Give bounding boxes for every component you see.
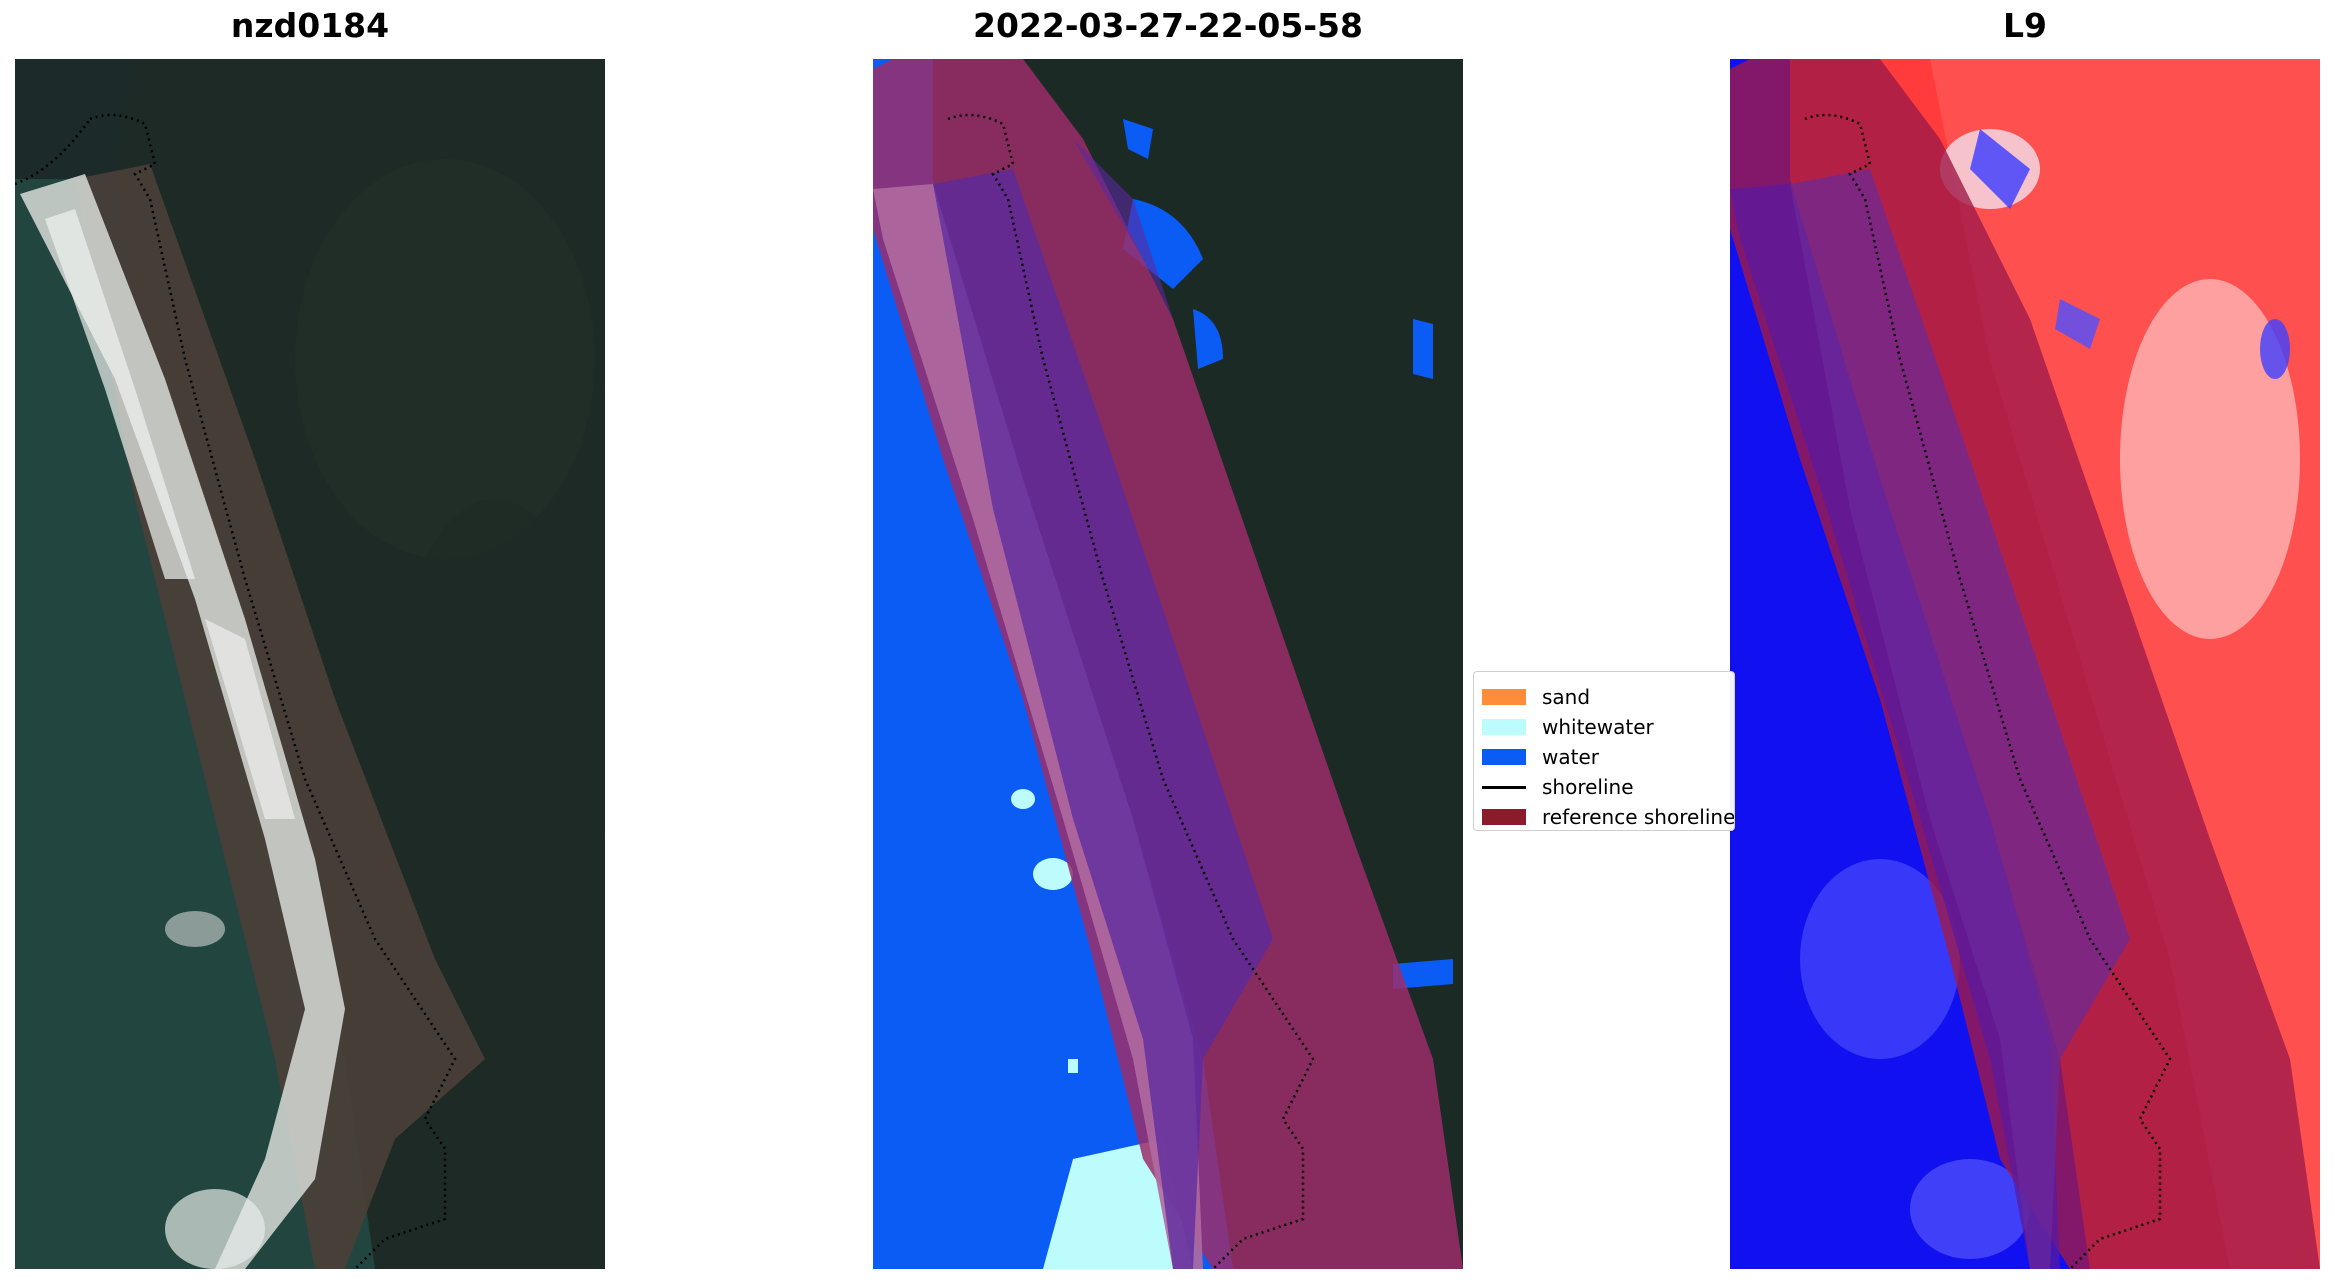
legend-item-water: water [1482, 745, 1599, 769]
legend-label-reference-shoreline: reference shoreline [1542, 805, 1735, 829]
legend: sand whitewater water shoreline referenc… [1473, 671, 1735, 831]
legend-swatch-reference-shoreline [1482, 809, 1526, 825]
legend-line-shoreline [1482, 785, 1526, 789]
legend-item-whitewater: whitewater [1482, 715, 1654, 739]
legend-label-whitewater: whitewater [1542, 715, 1654, 739]
index-image [1730, 59, 2320, 1269]
panel-title-image-name: nzd0184 [230, 6, 390, 45]
panel-title-date: 2022-03-27-22-05-58 [973, 6, 1363, 45]
legend-item-shoreline: shoreline [1482, 775, 1634, 799]
classification-panel [873, 59, 1463, 1269]
legend-label-water: water [1542, 745, 1599, 769]
legend-swatch-sand [1482, 689, 1526, 705]
rgb-image [15, 59, 605, 1269]
legend-label-sand: sand [1542, 685, 1591, 709]
legend-swatch-whitewater [1482, 719, 1526, 735]
legend-item-reference-shoreline: reference shoreline [1482, 805, 1735, 829]
panel-title-satellite: L9 [2003, 6, 2047, 45]
legend-label-shoreline: shoreline [1542, 775, 1634, 799]
rgb-image-panel [15, 59, 605, 1269]
legend-item-sand: sand [1482, 685, 1590, 709]
classification-image [873, 59, 1463, 1269]
legend-swatch-water [1482, 749, 1526, 765]
index-panel [1730, 59, 2320, 1269]
